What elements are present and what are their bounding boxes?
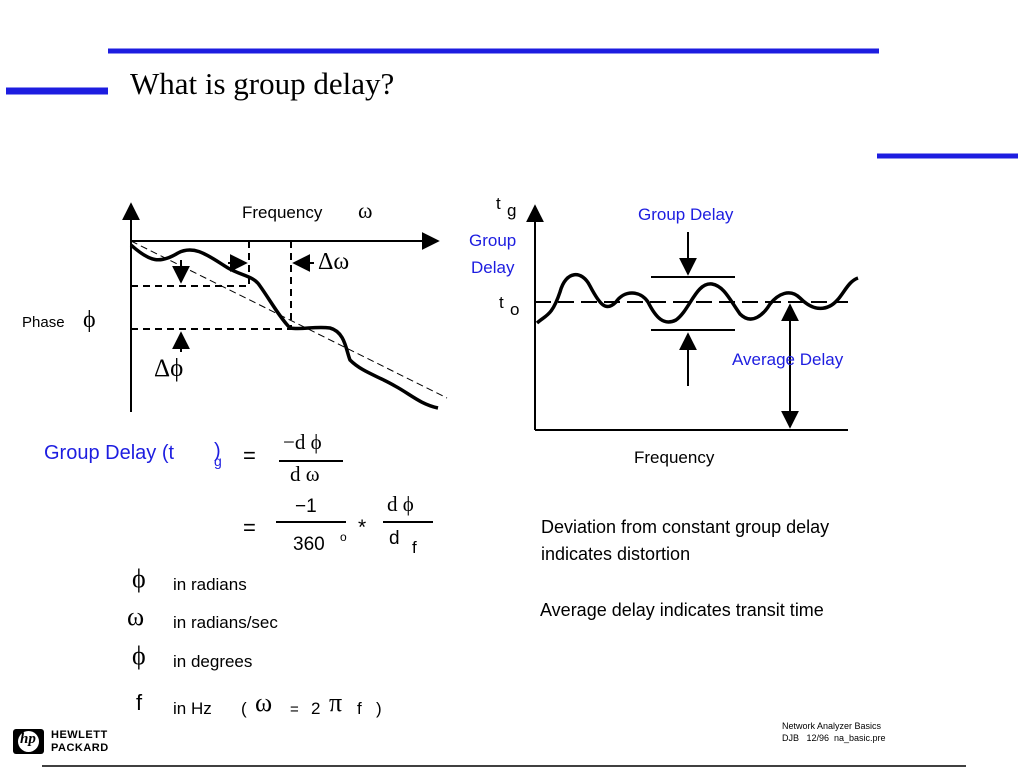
hp-logo-mark: hp (20, 731, 36, 747)
hz-relation-pi: π (329, 688, 343, 717)
hp-logo-line2: PACKARD (51, 742, 109, 754)
omega-symbol: ω (358, 198, 373, 223)
formula-denominator-2: 360 (293, 534, 325, 555)
footer-ref-line2: DJB 12/96 na_basic.pre (782, 733, 886, 743)
formula-equals-1: = (243, 443, 256, 468)
hz-relation-omega: ω (255, 688, 273, 717)
tg-t-label: t (496, 194, 501, 213)
formula-numerator-1: −d ϕ (283, 430, 322, 454)
formula-denominator-3: d (389, 528, 400, 549)
t0-t-label: t (499, 293, 504, 312)
formula-lhs-close: ) (214, 440, 221, 462)
formula-lhs: Group Delay (t (44, 442, 175, 464)
hz-relation-equals: = (290, 701, 299, 718)
hz-relation-close: ) (376, 699, 382, 718)
formula-numerator-2: −1 (295, 496, 317, 517)
t0-sub-label: o (510, 300, 520, 319)
formula-denominator-3-sub: f (412, 538, 417, 557)
legend-text-degrees: in degrees (173, 652, 253, 671)
note-deviation-line1: Deviation from constant group delay (541, 517, 830, 537)
group-axis-label: Group (469, 231, 517, 250)
frequency-axis-label-right: Frequency (634, 448, 715, 467)
formula-equals-2: = (243, 515, 256, 540)
frequency-axis-label: Frequency (242, 203, 323, 222)
legend-symbol-f: f (136, 690, 143, 715)
group-delay-curve (535, 273, 859, 325)
note-average: Average delay indicates transit time (540, 600, 824, 620)
legend-text-hz: in Hz (173, 699, 212, 718)
formula-numerator-3: d ϕ (387, 492, 414, 516)
page-title: What is group delay? (130, 66, 395, 101)
legend-text-radians: in radians (173, 575, 247, 594)
legend-symbol-phi-radians: ϕ (132, 564, 146, 593)
legend-symbol-phi-degrees: ϕ (132, 641, 146, 670)
tg-sub-label: g (507, 201, 517, 220)
phase-axis-label: Phase (22, 314, 65, 331)
multiply-star: * (358, 516, 367, 539)
formula-lhs-sub: g (214, 453, 222, 469)
group-delay-label: Group Delay (638, 205, 734, 224)
hp-logo-circle (18, 731, 39, 752)
delta-omega-label: Δω (318, 249, 350, 275)
legend-symbol-omega: ω (127, 602, 145, 631)
footer-ref-line1: Network Analyzer Basics (782, 721, 882, 731)
hz-relation-two: 2 (311, 699, 321, 718)
formula-denominator-1: d ω (290, 462, 320, 486)
degree-superscript: o (340, 530, 347, 544)
average-delay-label: Average Delay (732, 350, 844, 369)
delay-axis-label: Delay (471, 258, 515, 277)
legend-text-radians-sec: in radians/sec (173, 613, 278, 632)
hz-relation-f: f (357, 699, 362, 718)
hp-logo-line1: HEWLETT (51, 729, 108, 741)
phi-symbol: ϕ (83, 307, 96, 333)
note-deviation-line2: indicates distortion (541, 544, 691, 564)
delta-phi-label: Δϕ (154, 355, 184, 382)
hz-relation-open: ( (241, 699, 247, 718)
phase-curve (129, 243, 439, 410)
